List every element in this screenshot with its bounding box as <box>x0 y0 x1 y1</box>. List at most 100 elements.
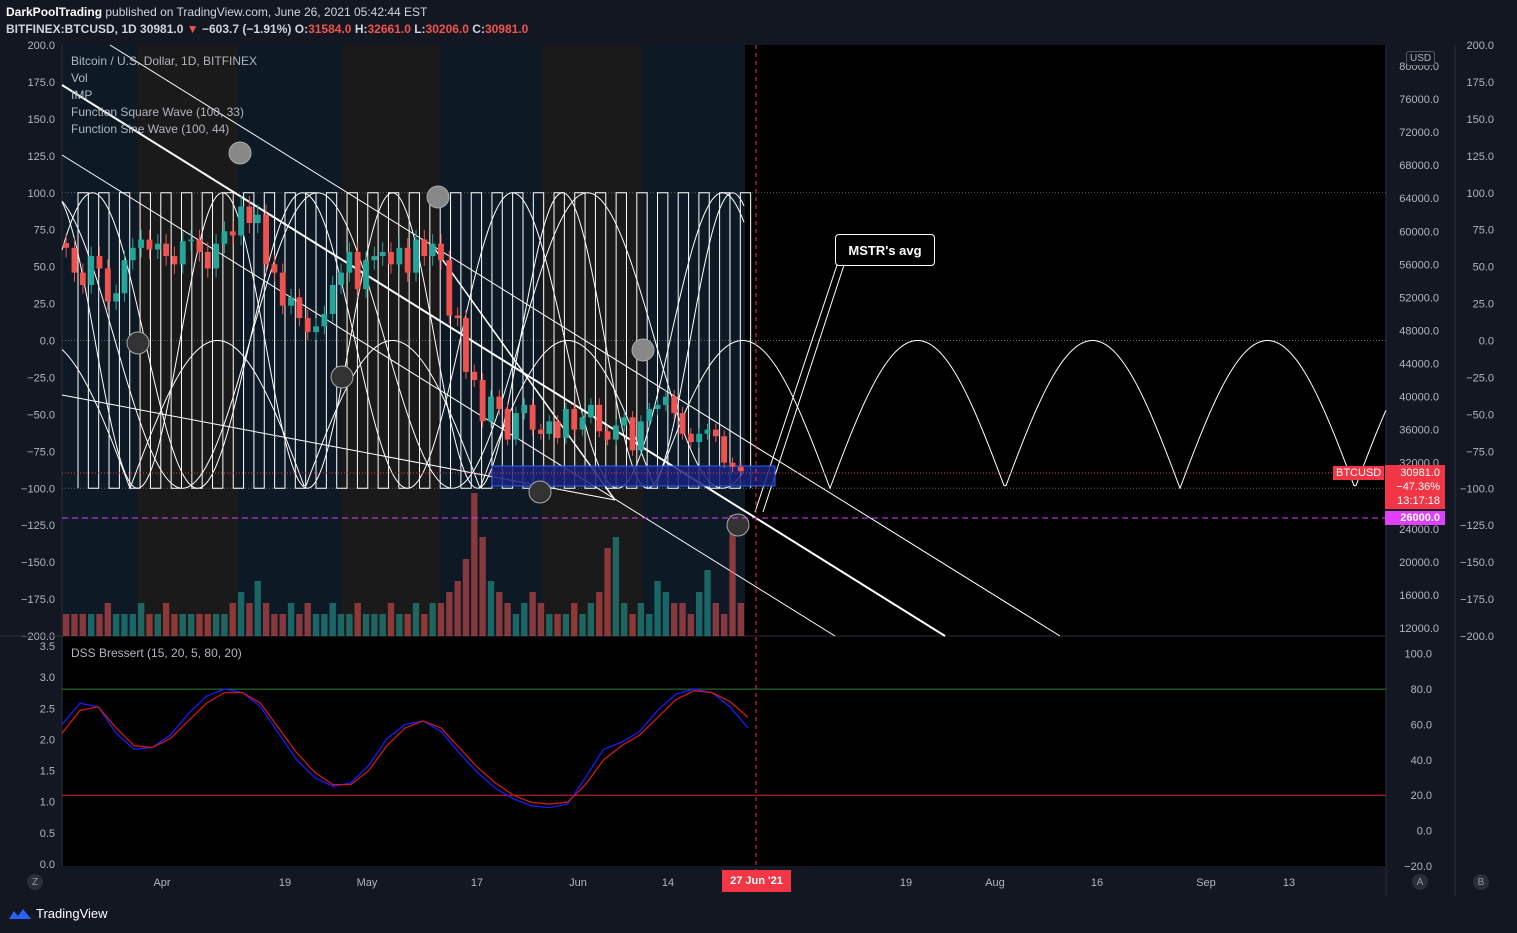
dss-left-tick: 2.0 <box>40 734 55 746</box>
tradingview-brand[interactable]: TradingView <box>8 906 108 921</box>
currency-label[interactable]: USD <box>1406 51 1436 66</box>
right-osc-tick: 0.0 <box>1479 336 1494 348</box>
volume-bar <box>412 603 420 636</box>
volume-bar <box>479 537 486 636</box>
high-value: 32661.0 <box>367 22 411 36</box>
legend-sine-wave[interactable]: Function Sine Wave (100, 44) <box>71 122 230 136</box>
candle-body <box>679 413 686 434</box>
right-price-tick: 40000.0 <box>1399 392 1439 404</box>
volume-bar <box>121 614 128 636</box>
volume-bar <box>646 614 653 636</box>
candle-body <box>329 285 336 314</box>
volume-bar <box>221 614 228 636</box>
legend-volume[interactable]: Vol <box>71 71 88 85</box>
left-axis-tick: −200.0 <box>21 631 55 643</box>
level-price-label: 26000.0 <box>1385 511 1445 525</box>
volume-bar <box>271 614 278 636</box>
ticker-price-tag: BTCUSD <box>1333 466 1385 480</box>
volume-bar <box>687 614 695 636</box>
candle-body <box>379 251 386 257</box>
volume-bar <box>462 559 470 636</box>
volume-bar <box>171 614 178 636</box>
candle-body <box>304 318 311 333</box>
right-price-tick: 48000.0 <box>1399 325 1439 337</box>
volume-bar <box>562 614 570 636</box>
auto-scale-button[interactable]: A <box>1412 874 1428 890</box>
right-osc-tick: −25.0 <box>1466 372 1494 384</box>
right-osc-tick: −100.0 <box>1460 483 1494 495</box>
dss-left-tick: 0.0 <box>40 859 55 871</box>
nav-left-button[interactable]: Z <box>27 874 43 890</box>
publisher-name[interactable]: DarkPoolTrading <box>6 5 103 19</box>
x-axis-tick: Sep <box>1196 877 1216 889</box>
volume-bar <box>329 603 336 636</box>
right-osc-tick: 175.0 <box>1466 77 1494 89</box>
volume-bar <box>587 603 595 636</box>
volume-bar <box>721 614 728 636</box>
volume-bar <box>621 603 628 636</box>
legend-square-wave[interactable]: Function Square Wave (100, 33) <box>71 105 244 119</box>
candle-body <box>579 417 586 430</box>
pivot-marker <box>330 365 354 389</box>
sine-wave-c <box>61 192 745 489</box>
right-osc-tick: −200.0 <box>1460 631 1494 643</box>
candle-body <box>687 433 694 443</box>
candle-body <box>404 247 411 273</box>
mstr-avg-callout[interactable]: MSTR's avg <box>835 234 935 266</box>
volume-bar <box>362 614 370 636</box>
candle-body <box>113 293 120 302</box>
volume-bar <box>612 537 620 636</box>
symbol-label[interactable]: BITFINEX:BTCUSD, 1D <box>6 22 137 36</box>
legend-imp[interactable]: IMP <box>71 88 93 102</box>
volume-bar <box>496 592 503 636</box>
dss-right-tick: 100.0 <box>1404 649 1432 661</box>
left-axis-tick: 125.0 <box>27 151 55 163</box>
low-value: 30206.0 <box>425 22 469 36</box>
volume-bar <box>162 603 170 636</box>
candle-body <box>538 429 544 434</box>
candle-body <box>154 243 161 250</box>
volume-bar <box>371 614 378 636</box>
volume-bar <box>521 603 528 636</box>
x-axis-tick: 13 <box>1283 877 1295 889</box>
left-axis-tick: 150.0 <box>27 114 55 126</box>
volume-bar <box>437 603 445 636</box>
volume-bar <box>604 548 611 636</box>
candle-body <box>221 231 228 244</box>
legend-main-series[interactable]: Bitcoin / U.S. Dollar, 1D, BITFINEX <box>71 54 258 68</box>
candle-body <box>454 315 461 319</box>
volume-bar <box>579 614 586 636</box>
x-axis-tick: Apr <box>153 877 170 889</box>
callout-pointer-a <box>762 261 846 513</box>
right-osc-tick: 100.0 <box>1466 188 1494 200</box>
left-axis-tick: 100.0 <box>27 188 55 200</box>
candle-body <box>321 313 328 327</box>
volume-bar <box>404 614 411 636</box>
right-price-tick: 64000.0 <box>1399 193 1439 205</box>
dss-left-tick: 1.0 <box>40 797 55 809</box>
tradingview-logo-icon <box>9 908 31 919</box>
right-osc-tick: −50.0 <box>1466 409 1494 421</box>
candle-body <box>396 247 403 265</box>
candle-body <box>96 256 103 269</box>
dss-left-tick: 3.5 <box>40 641 55 653</box>
close-value: 30981.0 <box>484 22 529 36</box>
bar-countdown: 13:17:18 <box>1397 495 1440 507</box>
candle-body <box>662 396 669 405</box>
candle-body <box>196 239 203 252</box>
legend-dss[interactable]: DSS Bressert (15, 20, 5, 80, 20) <box>71 646 242 660</box>
volume-bar <box>554 614 561 636</box>
volume-bar <box>254 581 261 636</box>
right-osc-tick: 50.0 <box>1473 262 1494 274</box>
square-wave-line <box>77 192 752 489</box>
volume-bar <box>246 603 253 636</box>
price-change: −603.7 (−1.91%) <box>201 22 292 36</box>
volume-bar <box>354 603 361 636</box>
right-price-tick: 72000.0 <box>1399 127 1439 139</box>
volume-bar <box>504 603 511 636</box>
left-axis-tick: 175.0 <box>27 77 55 89</box>
candle-body <box>346 251 353 273</box>
nav-right-button[interactable]: B <box>1473 874 1489 890</box>
right-osc-tick: 200.0 <box>1466 40 1494 52</box>
